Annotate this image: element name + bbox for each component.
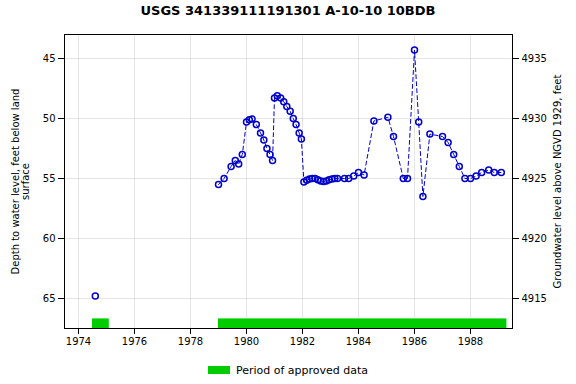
svg-text:1984: 1984: [346, 336, 371, 347]
svg-text:4915: 4915: [522, 293, 547, 304]
svg-text:1980: 1980: [234, 336, 259, 347]
svg-text:4925: 4925: [522, 173, 547, 184]
svg-text:1982: 1982: [290, 336, 315, 347]
svg-text:1976: 1976: [122, 336, 147, 347]
svg-text:4935: 4935: [522, 53, 547, 64]
svg-text:4920: 4920: [522, 233, 547, 244]
svg-text:50: 50: [43, 113, 56, 124]
svg-text:1978: 1978: [178, 336, 203, 347]
svg-text:45: 45: [43, 53, 56, 64]
svg-text:1986: 1986: [402, 336, 427, 347]
svg-text:60: 60: [43, 233, 56, 244]
svg-text:4930: 4930: [522, 113, 547, 124]
html-text:Period of approved data: Period of approved data: [235, 363, 369, 377]
svg-text:1988: 1988: [458, 336, 483, 347]
svg-text:55: 55: [43, 173, 56, 184]
svg-text:1974: 1974: [66, 336, 91, 347]
svg-text:Depth to water level, feet bel: Depth to water level, feet below landsur…: [10, 89, 31, 275]
svg-text:Groundwater level above NGVD 1: Groundwater level above NGVD 1929, feet: [552, 75, 563, 289]
svg-text:65: 65: [43, 293, 56, 304]
html-text:USGS 341339111191301 A-10-10 1: USGS 341339111191301 A-10-10 10BDB: [140, 3, 436, 18]
